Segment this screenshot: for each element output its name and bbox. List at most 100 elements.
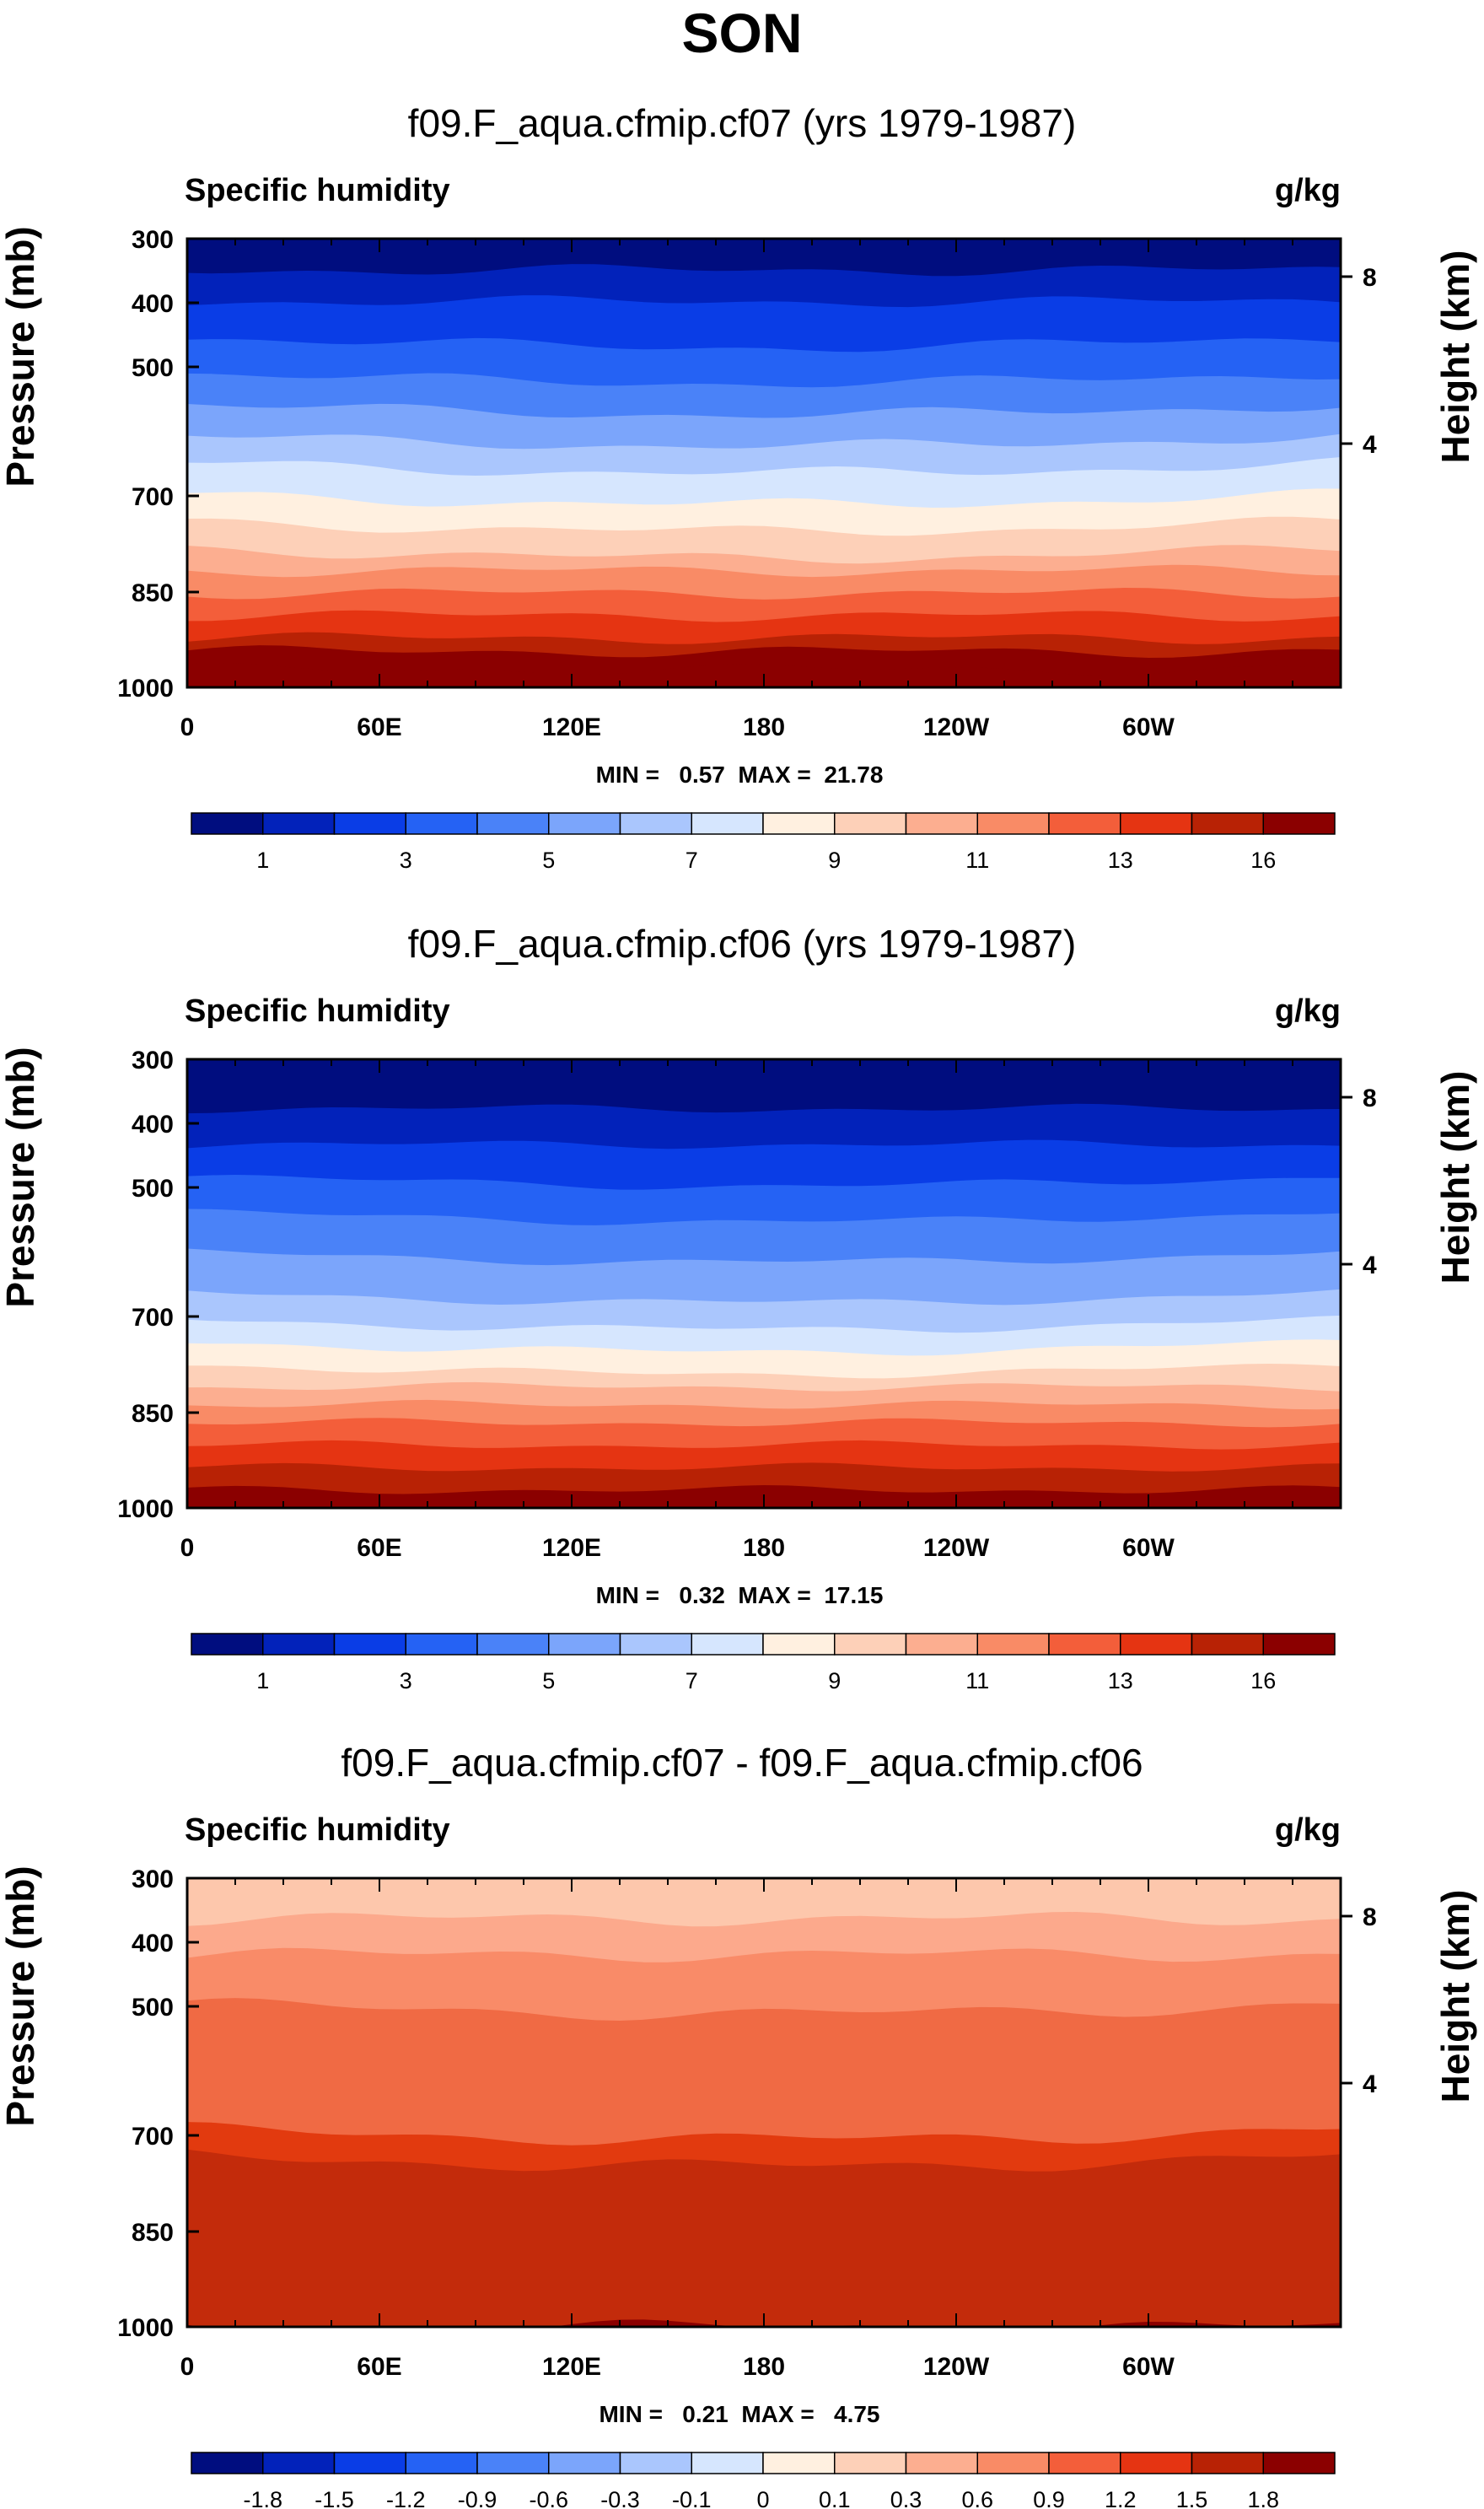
panel-3-colorbar-swatch	[476, 2452, 550, 2474]
panel-2-right-tick-label: 8	[1363, 1085, 1377, 1112]
panel-1-ylabel-right: Height (km)	[1433, 250, 1477, 464]
panel-2-min-max: MIN = 0.32 MAX = 17.15	[596, 1582, 884, 1608]
panel-2-colorbar-swatch	[619, 1633, 692, 1656]
panel-2-colorbar-label: 11	[965, 1668, 989, 1693]
panel-3-contour-band	[187, 2149, 1341, 2327]
panel-2-x-tick-label: 120W	[923, 1534, 990, 1562]
panel-1-colorbar-label: 5	[542, 848, 555, 873]
panel-1-x-tick-label: 60E	[357, 713, 401, 741]
panel-3-title: f09.F_aqua.cfmip.cf07 - f09.F_aqua.cfmip…	[341, 1741, 1143, 1785]
panel-3-colorbar-swatch	[548, 2452, 621, 2474]
panel-2-colorbar: 1 3 5 7 9 11 13 16	[191, 1633, 1336, 1693]
panel-1-colorbar-label: 9	[828, 848, 841, 873]
panel-1-contour-field	[187, 239, 1341, 687]
panel-2-colorbar-swatch	[333, 1633, 406, 1656]
panel-1-min-max: MIN = 0.57 MAX = 21.78	[596, 762, 884, 788]
panel-1-right-tick-label: 8	[1363, 264, 1377, 292]
panel-3-y-tick-label: 500	[132, 1994, 174, 2022]
panel-1-x-tick-label: 120E	[542, 713, 601, 741]
panel-2-colorbar-swatch	[476, 1633, 550, 1656]
panel-2-colorbar-swatch	[1191, 1633, 1264, 1656]
panel-3-right-tick-label: 4	[1363, 2070, 1377, 2098]
panel-2-colorbar-swatch	[1120, 1633, 1193, 1656]
panel-3-colorbar-label: -0.1	[672, 2487, 712, 2509]
panel-1-colorbar-label: 1	[256, 848, 269, 873]
panel-2-plot: 300 400 500 700 850 1000 8 4 0 60E 120E 180 120W 60W	[117, 1047, 1377, 1562]
panel-2-colorbar-label: 1	[256, 1668, 269, 1693]
panel-3-colorbar-label: 0.9	[1033, 2487, 1065, 2509]
panel-1: f09.F_aqua.cfmip.cf07 (yrs 1979-1987) Sp…	[0, 101, 1477, 873]
panel-3-colorbar-label: 0.3	[890, 2487, 922, 2509]
panel-3-x-tick-label: 0	[180, 2353, 195, 2381]
panel-1-colorbar-label: 13	[1108, 848, 1133, 873]
panel-3-colorbar-label: 0	[756, 2487, 769, 2509]
panel-2-x-tick-label: 180	[743, 1534, 785, 1562]
panel-3-colorbar-swatch	[1120, 2452, 1193, 2474]
panel-3-colorbar-label: 1.5	[1176, 2487, 1208, 2509]
panel-3-colorbar-label: 0.1	[819, 2487, 851, 2509]
main-title: SON	[681, 2, 802, 64]
panel-3-colorbar-label: -0.3	[600, 2487, 640, 2509]
panel-2-colorbar-label: 16	[1250, 1668, 1276, 1693]
panel-3-y-tick-label: 850	[132, 2219, 174, 2247]
panel-1-colorbar-label: 3	[400, 848, 412, 873]
panel-3-colorbar-swatch	[191, 2452, 264, 2474]
panel-2-y-tick-label: 850	[132, 1400, 174, 1428]
panel-1-x-tick-label: 0	[180, 713, 195, 741]
panel-3-colorbar-swatch	[976, 2452, 1050, 2474]
panel-3-colorbar-label: -1.5	[315, 2487, 354, 2509]
panel-2-x-tick-label: 60W	[1122, 1534, 1175, 1562]
panel-2-colorbar-label: 9	[828, 1668, 841, 1693]
panel-3-colorbar-swatch	[691, 2452, 764, 2474]
panel-1-y-tick-label: 500	[132, 354, 174, 382]
panel-3-x-tick-label: 180	[743, 2353, 785, 2381]
panel-2-x-tick-label: 120E	[542, 1534, 601, 1562]
panel-2-y-tick-label: 400	[132, 1111, 174, 1139]
panel-2-units-label: g/kg	[1275, 993, 1341, 1029]
panel-3-x-tick-label: 120E	[542, 2353, 601, 2381]
panel-1-y-tick-label: 300	[132, 226, 174, 254]
panel-1-x-tick-label: 180	[743, 713, 785, 741]
panel-1-colorbar-swatch	[191, 812, 264, 835]
panel-3-colorbar-swatch	[834, 2452, 907, 2474]
panel-1-units-label: g/kg	[1275, 173, 1341, 208]
panel-2-ylabel: Pressure (mb)	[0, 1047, 42, 1307]
panel-2-colorbar-swatch	[1048, 1633, 1121, 1656]
panel-2-colorbar-swatch	[976, 1633, 1050, 1656]
panel-3-ylabel: Pressure (mb)	[0, 1866, 42, 2126]
panel-1-colorbar-swatch	[834, 812, 907, 835]
panel-2-x-tick-label: 60E	[357, 1534, 401, 1562]
panel-2-right-tick-label: 4	[1363, 1252, 1377, 1279]
panel-1-ylabel: Pressure (mb)	[0, 226, 42, 487]
panel-2-x-tick-label: 0	[180, 1534, 195, 1562]
panel-3-colorbar-swatch	[1191, 2452, 1264, 2474]
panel-2-contour-field	[187, 1059, 1341, 1508]
panel-3-colorbar-swatch	[262, 2452, 336, 2474]
panel-2-ylabel-right: Height (km)	[1433, 1071, 1477, 1284]
panel-3-contour-patch	[1148, 2026, 1174, 2063]
panel-3-contour-field	[187, 1878, 1341, 2327]
panel-1-colorbar-label: 16	[1250, 848, 1276, 873]
panel-2-title: f09.F_aqua.cfmip.cf06 (yrs 1979-1987)	[408, 922, 1077, 966]
panel-1-colorbar-swatch	[762, 812, 836, 835]
panel-3-colorbar-label: 0.6	[961, 2487, 993, 2509]
panel-1-y-tick-label: 1000	[117, 675, 174, 703]
panel-2-variable-label: Specific humidity	[185, 993, 450, 1029]
panel-2-colorbar-swatch	[548, 1633, 621, 1656]
panel-3-colorbar-swatch	[405, 2452, 478, 2474]
panel-1-y-tick-label: 700	[132, 483, 174, 511]
panel-3-colorbar-swatch	[333, 2452, 406, 2474]
panel-1-colorbar-swatch	[905, 812, 978, 835]
panel-1-colorbar-swatch	[262, 812, 336, 835]
panel-1-colorbar-label: 11	[965, 848, 989, 873]
panel-2-colorbar-label: 3	[400, 1668, 412, 1693]
panel-1-x-tick-label: 60W	[1122, 713, 1175, 741]
panel-2-colorbar-swatch	[262, 1633, 336, 1656]
panel-3-ylabel-right: Height (km)	[1433, 1890, 1477, 2103]
panel-3-colorbar-label: -1.8	[243, 2487, 282, 2509]
panel-1-variable-label: Specific humidity	[185, 173, 450, 208]
panel-3-y-tick-label: 400	[132, 1930, 174, 1957]
panel-2-colorbar-swatch	[905, 1633, 978, 1656]
panel-3-colorbar-label: -0.9	[458, 2487, 497, 2509]
